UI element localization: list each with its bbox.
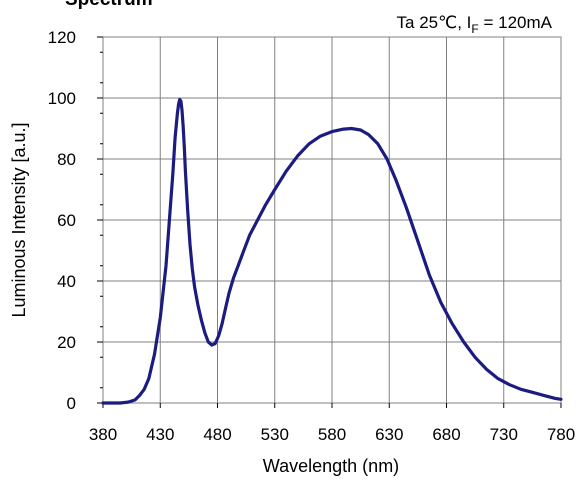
- y-tick-label-120: 120: [48, 28, 76, 47]
- y-tick-label-20: 20: [57, 333, 76, 352]
- y-tick-label-60: 60: [57, 211, 76, 230]
- x-tick-label-680: 680: [432, 425, 460, 444]
- condition-suffix: = 120mA: [479, 13, 553, 32]
- x-tick-label-780: 780: [547, 425, 575, 444]
- chart-title: Spectrum: [65, 0, 153, 10]
- y-tick-label-40: 40: [57, 272, 76, 291]
- x-axis-ticks: 380 430 480 530 580 630 680 730 780: [89, 403, 575, 444]
- y-tick-label-100: 100: [48, 89, 76, 108]
- x-tick-label-430: 430: [146, 425, 174, 444]
- condition-subscript: F: [471, 22, 478, 36]
- y-axis-label: Luminous Intensity [a.u.]: [9, 122, 29, 317]
- series-layer: [101, 97, 563, 405]
- measurement-condition: Ta 25℃, IF = 120mA: [397, 13, 553, 36]
- y-tick-label-0: 0: [67, 394, 76, 413]
- x-tick-label-730: 730: [490, 425, 518, 444]
- x-tick-label-380: 380: [89, 425, 117, 444]
- x-tick-label-530: 530: [261, 425, 289, 444]
- x-axis-label: Wavelength (nm): [263, 456, 399, 476]
- spectrum-line-0: [101, 97, 563, 405]
- y-tick-label-80: 80: [57, 150, 76, 169]
- x-tick-label-480: 480: [203, 425, 231, 444]
- x-tick-label-580: 580: [318, 425, 346, 444]
- grid-lines: [103, 37, 561, 403]
- y-axis-ticks: 0 20 40 60 80 100 120: [48, 28, 103, 413]
- x-tick-label-630: 630: [375, 425, 403, 444]
- condition-prefix: Ta 25℃, I: [397, 13, 472, 32]
